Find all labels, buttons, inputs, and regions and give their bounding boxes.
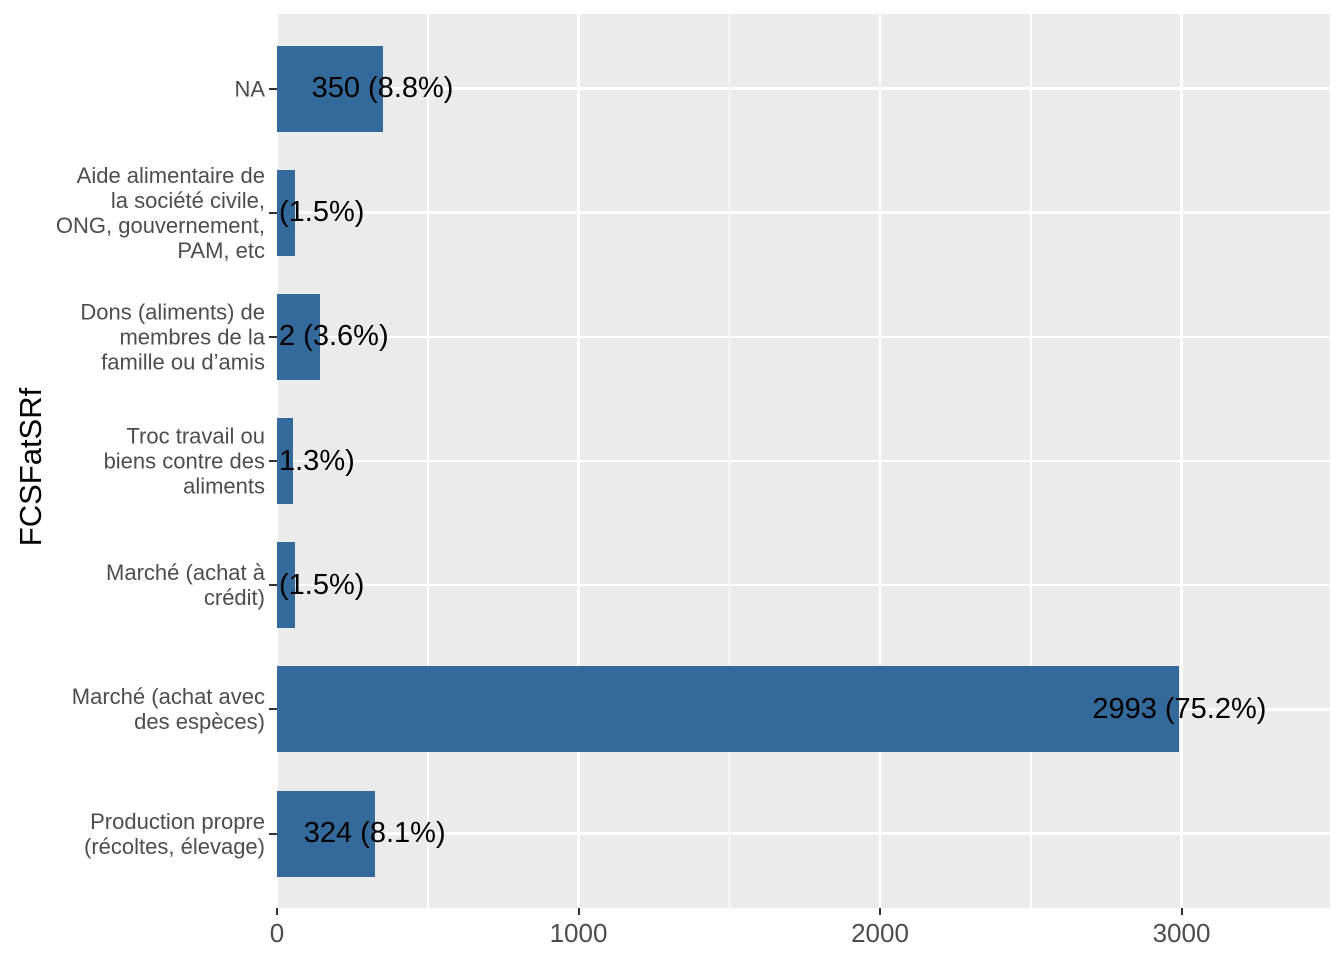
- gridline-horizontal-major: [277, 832, 1330, 835]
- gridline-horizontal-major: [277, 87, 1330, 90]
- x-tick-label: 1000: [549, 918, 608, 948]
- category-label: Dons (aliments) de membres de la famille…: [80, 299, 265, 375]
- bar: [277, 169, 296, 256]
- y-tick-mark: [269, 584, 277, 587]
- category-label: Production propre (récoltes, élevage): [84, 808, 265, 859]
- y-tick-mark: [269, 335, 277, 338]
- gridline-horizontal-major: [277, 335, 1330, 339]
- gridline-horizontal-major: [277, 583, 1330, 587]
- bar-value-label: 1.3%): [279, 444, 355, 477]
- x-tick-label: 0: [269, 918, 285, 948]
- bar: [277, 293, 321, 380]
- x-tick-mark: [1180, 908, 1183, 915]
- gridline-horizontal-major: [277, 459, 1330, 463]
- bar: [277, 45, 383, 132]
- y-tick-mark: [269, 460, 277, 462]
- bar: [277, 542, 296, 629]
- gridline-horizontal-major: [277, 211, 1330, 214]
- bar: [277, 666, 1180, 753]
- bar-value-label: (1.5%): [279, 568, 365, 601]
- bar-value-label: 324 (8.1%): [303, 817, 446, 849]
- y-tick-mark: [269, 708, 277, 711]
- x-tick-label: 3000: [1152, 918, 1211, 948]
- category-label: Marché (achat à crédit): [106, 560, 265, 611]
- bar-value-label: (1.5%): [279, 196, 365, 229]
- x-tick-mark: [276, 908, 278, 915]
- plot-panel: 350 (8.8%) (1.5%) 2 (3.6%) 1.3%) (1.5%) 2993 …: [277, 14, 1330, 908]
- y-tick-mark: [269, 832, 277, 835]
- x-tick-label: 2000: [851, 918, 909, 948]
- x-tick-mark: [577, 908, 580, 915]
- y-tick-mark: [269, 87, 277, 90]
- category-label: Troc travail ou biens contre des aliment…: [103, 423, 265, 499]
- x-tick-mark: [879, 908, 881, 915]
- bar-value-label: 2 (3.6%): [279, 320, 389, 353]
- category-label: NA: [234, 76, 265, 101]
- category-label: Aide alimentaire de la société civile, O…: [55, 162, 265, 263]
- bar-value-label: 2993 (75.2%): [1092, 692, 1267, 725]
- bar: [277, 790, 375, 877]
- y-tick-mark: [269, 211, 277, 214]
- bar-value-label: 350 (8.8%): [311, 72, 454, 104]
- bar: [277, 418, 293, 504]
- category-label: Marché (achat avec des espèces): [71, 684, 265, 735]
